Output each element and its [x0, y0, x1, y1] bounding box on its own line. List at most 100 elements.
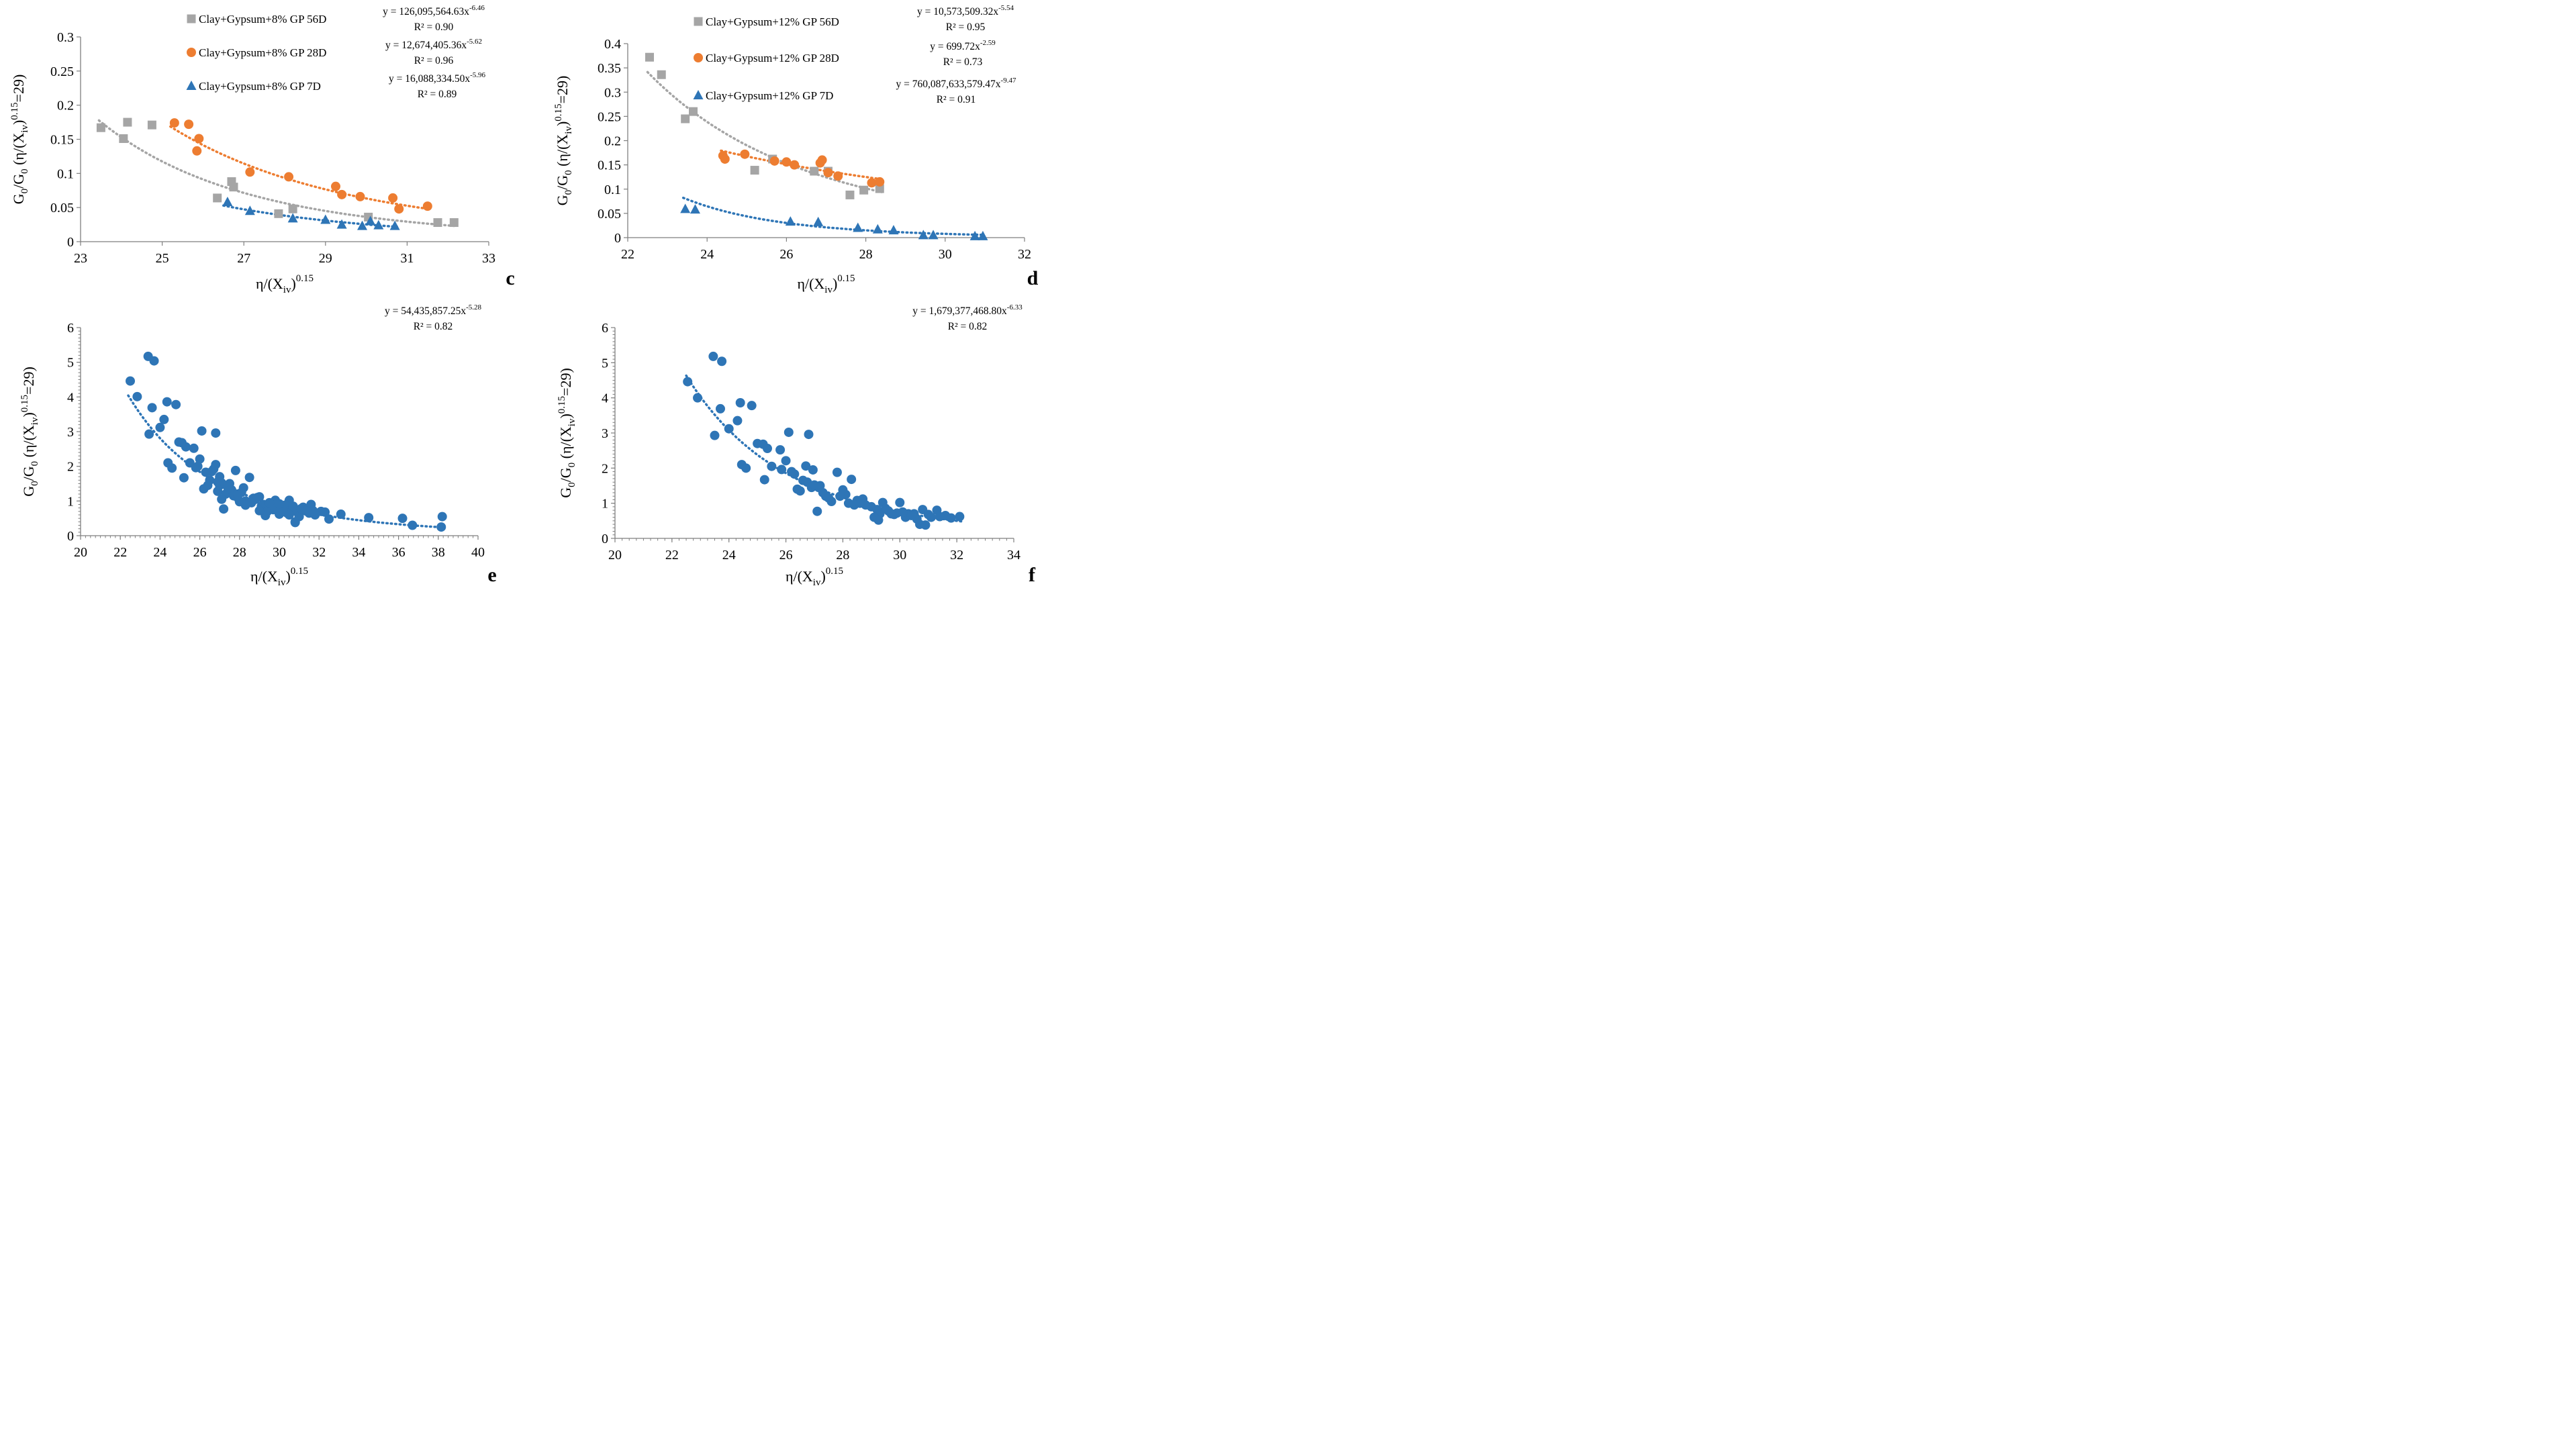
fit-r2: R² = 0.91 [937, 94, 976, 105]
data-point [197, 426, 207, 436]
legend-label: Clay+Gypsum+8% GP 28D [199, 46, 326, 59]
data-point [254, 505, 265, 516]
data-point [373, 220, 384, 230]
trendline-2 [169, 125, 431, 211]
x-tick-label: 38 [432, 545, 445, 560]
fit-r2: R² = 0.73 [943, 56, 983, 68]
data-point [859, 185, 869, 195]
data-point [274, 209, 283, 218]
data-point [284, 172, 294, 182]
data-point [155, 422, 165, 432]
fit-r2: R² = 0.90 [414, 21, 454, 33]
data-point [810, 166, 819, 176]
fit-r2: R² = 0.82 [948, 321, 988, 332]
x-tick-label: 26 [779, 247, 793, 262]
data-point [357, 220, 368, 230]
y-tick-label: 0.2 [604, 134, 621, 149]
data-point [331, 181, 340, 191]
data-point [324, 514, 334, 524]
x-tick-label: 33 [482, 251, 495, 266]
data-point [147, 120, 156, 130]
data-point [159, 414, 169, 424]
x-tick-label: 24 [153, 545, 167, 560]
data-point [364, 513, 374, 523]
y-tick-label: 0.1 [57, 166, 74, 181]
x-tick-label: 34 [352, 545, 365, 560]
y-tick-label: 3 [67, 425, 74, 440]
x-axis-label: η/(Xiv)0.15 [256, 273, 314, 295]
data-point [240, 500, 250, 510]
data-point [855, 498, 865, 508]
data-point [284, 510, 294, 520]
data-point [762, 444, 772, 454]
legend-marker [694, 17, 703, 26]
data-point [689, 107, 698, 116]
panel-letter: d [1027, 267, 1039, 289]
data-point [337, 189, 347, 199]
legend-marker [187, 14, 196, 23]
data-point [814, 483, 824, 493]
data-point [288, 204, 297, 213]
y-tick-label: 4 [67, 390, 74, 405]
x-tick-label: 22 [665, 548, 679, 563]
data-point [126, 376, 135, 386]
y-tick-label: 5 [67, 356, 74, 371]
data-point [219, 504, 229, 514]
y-axis-label: G0/G0 (η/(Xiv)0.15=29) [9, 75, 30, 205]
panel-letter: e [487, 564, 496, 586]
fit-equation: y = 760,087,633,579.47x-9.47 [896, 77, 1016, 90]
data-point [223, 482, 233, 492]
data-point [436, 522, 446, 532]
data-point [693, 393, 703, 403]
data-point [119, 134, 128, 143]
data-point [808, 465, 818, 475]
data-point [741, 463, 751, 473]
x-tick-label: 32 [950, 548, 963, 563]
data-point [171, 399, 181, 409]
y-tick-label: 2 [602, 461, 608, 476]
data-point [244, 205, 255, 215]
data-point [194, 134, 204, 144]
fit-r2: R² = 0.89 [418, 89, 457, 100]
y-tick-label: 0.3 [57, 30, 74, 45]
data-point [287, 213, 298, 223]
legend-label: Clay+Gypsum+8% GP 7D [199, 80, 321, 93]
data-point [181, 442, 191, 452]
y-tick-label: 4 [602, 391, 608, 406]
data-point [720, 154, 730, 164]
y-tick-label: 1 [602, 497, 608, 512]
data-point [683, 377, 693, 387]
data-point [147, 403, 157, 413]
data-point [708, 351, 718, 361]
data-point [926, 512, 936, 522]
data-point [777, 465, 787, 475]
legend-marker [186, 81, 197, 90]
data-point [336, 219, 347, 229]
data-point [920, 520, 931, 530]
data-point [824, 493, 834, 503]
data-point [645, 52, 655, 62]
data-point [408, 520, 418, 530]
y-axis-label: G0/G0 (η/(Xiv)0.15=29) [557, 368, 577, 498]
chart-panel-d: 0 0.05 0.1 0.15 0.2 0.25 0.3 0.35 0.4 22 24 26 28 30 3… [553, 4, 1039, 295]
x-tick-label: 26 [779, 548, 793, 563]
y-tick-label: 0.15 [50, 133, 74, 148]
data-point [213, 193, 222, 203]
data-point [169, 118, 179, 128]
data-point [847, 475, 857, 485]
data-point [193, 461, 203, 471]
y-tick-label: 6 [67, 321, 74, 336]
data-point [320, 507, 330, 517]
data-point [792, 484, 802, 494]
x-tick-label: 36 [392, 545, 406, 560]
data-point [394, 204, 404, 214]
x-tick-label: 40 [471, 545, 485, 560]
chart-panel-c: 0 0.05 0.1 0.15 0.2 0.25 0.3 23 25 27 29 31 33 G0/G0 … [9, 4, 515, 295]
y-tick-label: 0.1 [604, 183, 621, 197]
data-point [978, 230, 988, 240]
x-tick-label: 28 [836, 548, 849, 563]
legend-label: Clay+Gypsum+8% GP 56D [199, 13, 326, 26]
y-tick-label: 0.4 [604, 37, 621, 52]
fit-equation: y = 12,674,405.36x-5.62 [385, 38, 482, 51]
